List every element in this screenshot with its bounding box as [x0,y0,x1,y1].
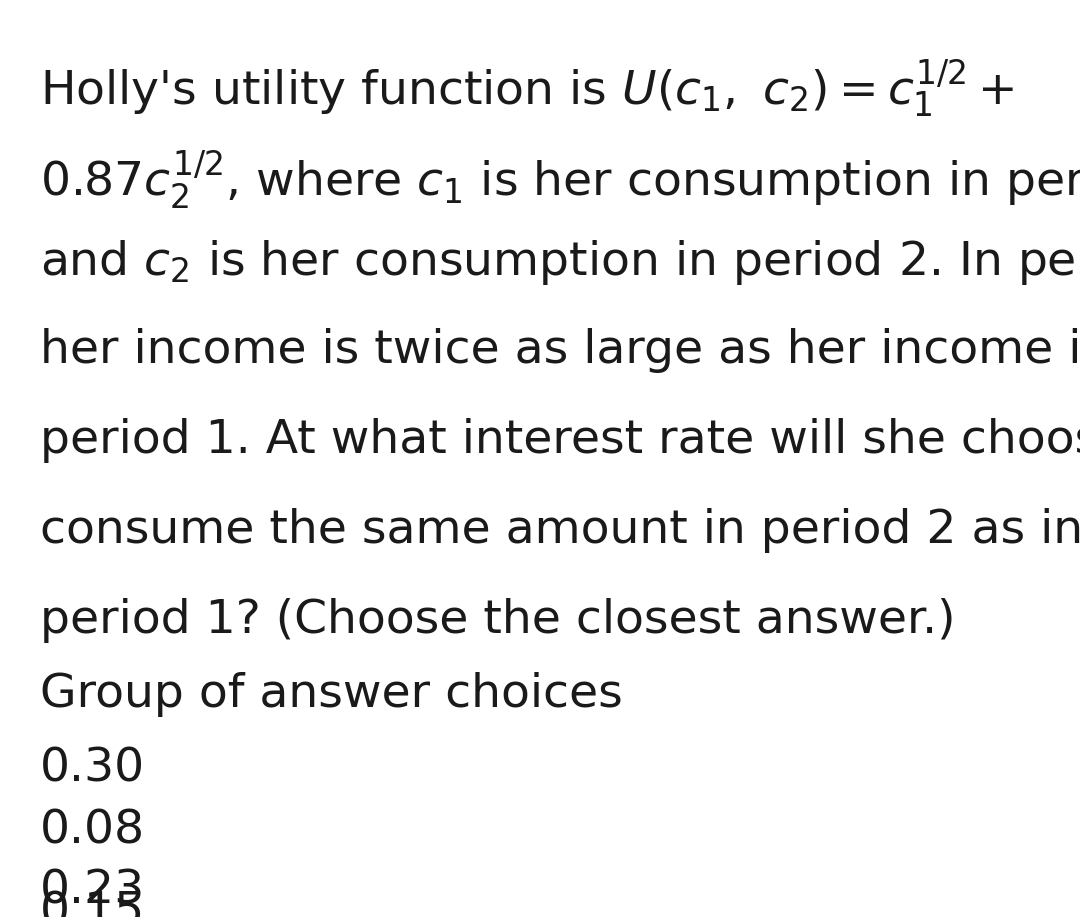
Text: her income is twice as large as her income in: her income is twice as large as her inco… [40,328,1080,373]
Text: Holly's utility function is $U(c_1,\ c_2) = c_1^{1/2} +$: Holly's utility function is $U(c_1,\ c_2… [40,58,1014,120]
Text: Group of answer choices: Group of answer choices [40,672,623,717]
Text: 0.30: 0.30 [40,747,145,792]
Text: consume the same amount in period 2 as in: consume the same amount in period 2 as i… [40,508,1080,553]
Text: and $c_2$ is her consumption in period 2. In period 2,: and $c_2$ is her consumption in period 2… [40,238,1080,287]
Text: period 1. At what interest rate will she choose to: period 1. At what interest rate will she… [40,418,1080,463]
Text: $0.87c_2^{1/2}$, where $c_1$ is her consumption in period 1: $0.87c_2^{1/2}$, where $c_1$ is her cons… [40,148,1080,211]
Text: 0.23: 0.23 [40,869,145,914]
Text: 0.08: 0.08 [40,808,145,853]
Text: 0.15: 0.15 [40,891,145,917]
Text: period 1? (Choose the closest answer.): period 1? (Choose the closest answer.) [40,598,956,643]
